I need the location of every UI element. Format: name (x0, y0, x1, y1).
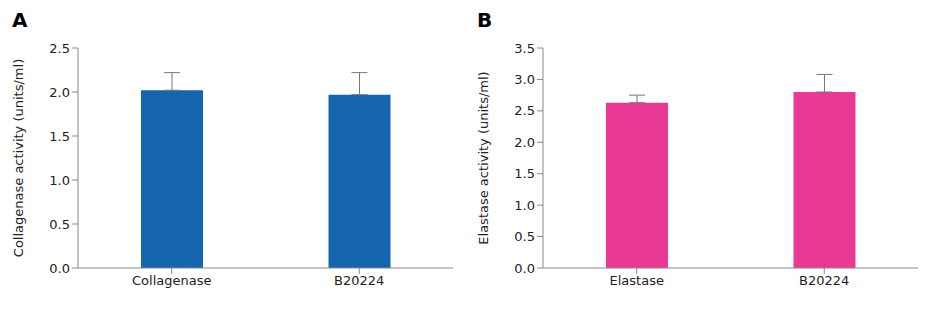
svg-text:2.5: 2.5 (49, 41, 70, 56)
svg-text:1.0: 1.0 (49, 173, 70, 188)
svg-text:0.5: 0.5 (49, 217, 70, 232)
svg-text:B20224: B20224 (799, 273, 849, 288)
svg-text:Elastase: Elastase (610, 273, 664, 288)
svg-text:B20224: B20224 (334, 273, 384, 288)
svg-text:2.0: 2.0 (514, 135, 535, 150)
svg-text:1.0: 1.0 (514, 198, 535, 213)
svg-text:3.5: 3.5 (514, 41, 535, 56)
svg-text:1.5: 1.5 (49, 129, 70, 144)
svg-text:Collagenase: Collagenase (132, 273, 211, 288)
svg-text:Collagenase activity (units/ml: Collagenase activity (units/ml) (11, 59, 26, 257)
svg-text:2.5: 2.5 (514, 103, 535, 118)
html-text:A: A (12, 8, 28, 32)
html-text:B: B (477, 8, 493, 32)
svg-text:0.0: 0.0 (49, 261, 70, 276)
svg-text:3.0: 3.0 (514, 72, 535, 87)
svg-text:0.5: 0.5 (514, 229, 535, 244)
svg-text:2.0: 2.0 (49, 85, 70, 100)
svg-text:Elastase activity (units/ml): Elastase activity (units/ml) (476, 71, 491, 244)
svg-text:0.0: 0.0 (514, 261, 535, 276)
svg-text:1.5: 1.5 (514, 166, 535, 181)
